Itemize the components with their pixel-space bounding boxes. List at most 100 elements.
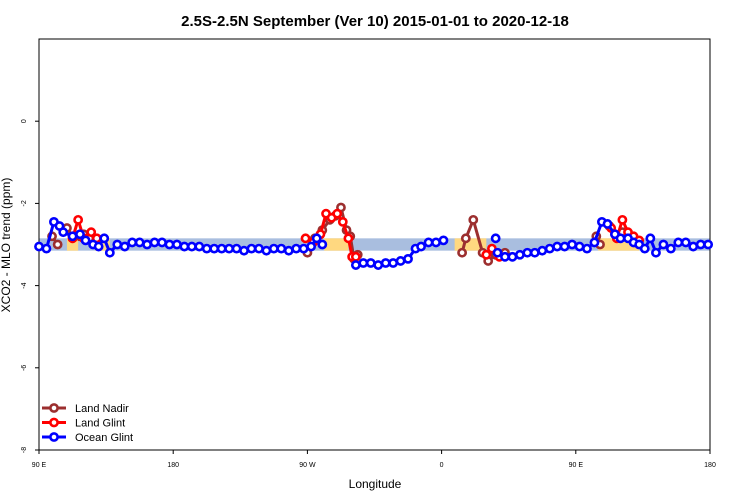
chart-title: 2.5S-2.5N September (Ver 10) 2015-01-01 … xyxy=(181,13,569,30)
x-axis: 90 E 180 90 W 0 90 E 180 xyxy=(32,450,716,469)
data-point xyxy=(201,243,212,254)
data-point xyxy=(373,260,384,270)
y-tick-label: -8 xyxy=(21,447,28,453)
data-point xyxy=(468,214,479,225)
legend-label: Ocean Glint xyxy=(75,432,133,444)
legend-marker xyxy=(49,432,59,442)
data-point xyxy=(164,239,175,250)
series-layer xyxy=(34,202,714,270)
data-point xyxy=(311,233,322,244)
data-point xyxy=(358,258,369,268)
data-point xyxy=(99,233,110,244)
data-point xyxy=(380,258,391,268)
data-point xyxy=(574,241,585,252)
data-point xyxy=(291,243,302,254)
data-point xyxy=(544,243,555,254)
data-point xyxy=(500,251,510,262)
data-point xyxy=(460,233,471,244)
data-point xyxy=(617,214,628,225)
data-point xyxy=(80,235,91,246)
data-point xyxy=(268,243,279,254)
legend-label: Land Glint xyxy=(75,418,125,430)
legend-label: Land Nadir xyxy=(75,403,129,415)
data-point xyxy=(651,247,661,258)
data-point xyxy=(537,245,548,256)
data-point xyxy=(337,216,348,227)
data-point xyxy=(645,233,656,244)
data-point xyxy=(365,258,376,268)
data-point xyxy=(492,247,503,258)
data-point xyxy=(665,243,676,254)
y-tick-label: -4 xyxy=(21,282,28,288)
data-point xyxy=(75,229,85,240)
data-point xyxy=(522,247,533,258)
band-3 xyxy=(324,238,349,251)
data-point xyxy=(602,219,613,229)
data-point xyxy=(457,247,468,258)
data-point xyxy=(343,233,354,244)
data-point xyxy=(431,237,441,248)
data-point xyxy=(507,251,518,262)
x-tick-label: 0 xyxy=(440,462,444,469)
legend-marker xyxy=(49,417,59,428)
data-point xyxy=(350,251,361,262)
data-point xyxy=(179,241,190,252)
data-point xyxy=(261,245,272,256)
data-point xyxy=(673,237,684,248)
data-point xyxy=(395,256,406,266)
data-point xyxy=(186,241,197,252)
data-point xyxy=(67,231,78,242)
data-point xyxy=(239,245,249,256)
legend: Land Nadir Land Glint Ocean Glint xyxy=(42,403,133,444)
data-point xyxy=(317,239,328,250)
data-point xyxy=(688,241,699,252)
y-tick-label: -2 xyxy=(21,200,28,206)
series-land-glint xyxy=(67,208,645,262)
data-point xyxy=(194,241,205,252)
y-axis: 0 -2 -4 -6 -8 xyxy=(21,119,39,453)
data-point xyxy=(216,243,227,254)
data-point xyxy=(93,241,104,252)
x-axis-label: Longitude xyxy=(349,477,402,491)
data-point xyxy=(52,239,63,250)
x-tick-label: 180 xyxy=(704,462,716,469)
data-point xyxy=(254,243,264,254)
data-point xyxy=(589,237,600,248)
y-tick-label: -6 xyxy=(21,365,28,371)
data-point xyxy=(423,237,434,248)
band-1 xyxy=(66,238,79,251)
data-point xyxy=(615,233,626,244)
data-point xyxy=(157,237,167,248)
data-point xyxy=(388,258,399,268)
data-point xyxy=(703,239,714,250)
data-point xyxy=(559,241,570,252)
data-point xyxy=(695,239,706,250)
data-point xyxy=(416,241,426,252)
data-point xyxy=(127,237,138,248)
y-tick-label: 0 xyxy=(21,119,28,123)
data-point xyxy=(41,243,52,254)
data-point xyxy=(246,243,257,254)
legend-marker xyxy=(49,403,59,413)
data-point xyxy=(438,235,449,246)
data-point xyxy=(276,243,287,254)
data-point xyxy=(300,233,311,244)
data-point xyxy=(283,245,294,256)
data-point xyxy=(134,237,145,248)
data-point xyxy=(112,239,123,250)
data-point xyxy=(567,239,577,250)
data-point xyxy=(481,249,492,260)
data-point xyxy=(231,243,242,254)
data-point xyxy=(58,227,69,238)
data-point xyxy=(639,243,650,254)
data-point xyxy=(142,239,153,250)
data-point xyxy=(306,241,317,252)
series-ocean-glint xyxy=(34,216,714,270)
data-point xyxy=(119,241,130,252)
data-point xyxy=(514,249,525,260)
series-land-nadir xyxy=(47,202,639,266)
data-point xyxy=(34,241,44,252)
data-point xyxy=(680,237,691,248)
data-point xyxy=(298,243,309,254)
